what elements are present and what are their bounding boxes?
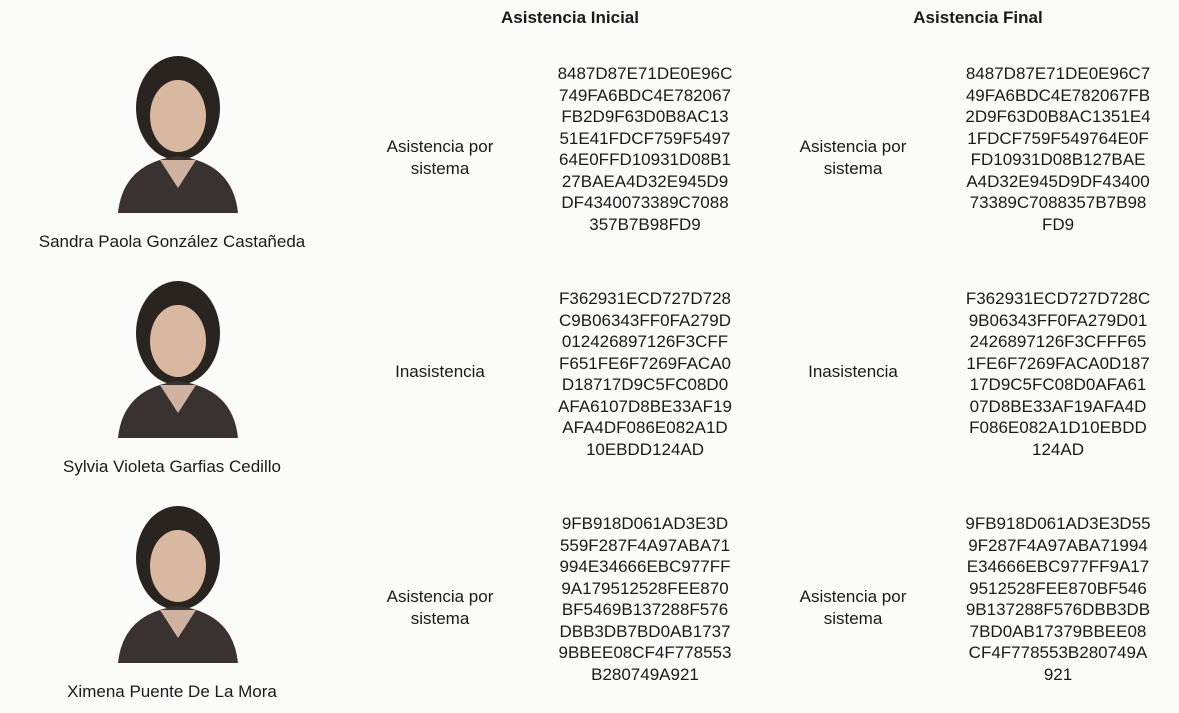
hash-line: FD9 [1041,214,1075,234]
hash-line: 9F287F4A97ABA71994 [968,535,1148,555]
header-initial: Asistencia Inicial [501,8,639,27]
hash-line: FD10931D08B127BAE [970,150,1146,169]
hash-line: 8487D87E71DE0E96C [557,64,733,83]
hash-line: 357B7B98FD9 [589,214,701,234]
hash-line: CF4F778553B280749A [968,643,1148,662]
hash-line: F362931ECD727D728C [965,289,1151,308]
hash-line: AFA6107D8BE33AF19 [558,396,732,416]
portrait [108,498,248,663]
hash-line: 9A179512528FEE870 [561,578,729,598]
hash-line: 9FB918D061AD3E3D [561,514,729,533]
hash-line: 9FB918D061AD3E3D55 [965,514,1151,533]
hash-line: 49FA6BDC4E782067FB [965,85,1151,105]
hash-line: 994E34666EBC977FF [559,557,731,576]
initial-status: Asistencia por sistema [386,587,494,628]
hash-line: 73389C7088357B7B98 [969,193,1147,212]
final-status: Asistencia por sistema [799,587,907,628]
hash-line: 749FA6BDC4E782067 [558,85,732,105]
hash-line: D18717D9C5FC08D0 [561,375,729,394]
portrait [108,273,248,438]
hash-line: E34666EBC977FF9A17 [966,557,1150,576]
hash-line: C9B06343FF0FA279D [559,310,731,330]
hash-line: 012426897126F3CFF [561,332,729,351]
final-status: Inasistencia [808,362,898,381]
hash-line: 1FDCF759F549764E0F [967,128,1149,148]
hash-line: DF4340073389C7088 [561,193,729,212]
hash-line: 9512528FEE870BF546 [969,578,1147,598]
hash-line: 64E0FFD10931D08B1 [558,150,731,169]
hash-line: 1FE6F7269FACA0D187 [966,353,1150,373]
hash-line: F362931ECD727D728 [558,289,731,308]
hash-line: B280749A921 [591,664,699,684]
hash-line: A4D32E945D9DF43400 [966,171,1150,191]
initial-status: Inasistencia [395,362,485,381]
hash-line: FB2D9F63D0B8AC13 [561,107,729,126]
hash-line: 9BBEE08CF4F778553 [558,643,732,662]
hash-line: 10EBDD124AD [585,439,705,459]
hash-line: 124AD [1032,439,1084,459]
hash-block: 9FB918D061AD3E3D55 9F287F4A97ABA71994 E346… [938,513,1178,685]
hash-line: 9B06343FF0FA279D01 [968,310,1148,330]
hash-block: 8487D87E71DE0E96C 749FA6BDC4E782067 FB2D9F… [525,63,765,235]
hash-line: 51E41FDCF759F5497 [559,128,731,148]
person-name: Sandra Paola González Castañeda [38,232,306,251]
hash-line: 921 [1043,664,1073,684]
hash-line: 07D8BE33AF19AFA4D [969,396,1147,416]
person-name: Ximena Puente De La Mora [67,682,277,701]
person-name: Sylvia Violeta Garfias Cedillo [63,457,281,476]
hash-line: 7BD0AB17379BBEE08 [969,621,1147,641]
hash-line: 8487D87E71DE0E96C7 [965,64,1151,83]
hash-block: 9FB918D061AD3E3D 559F287F4A97ABA71 994E346… [525,513,765,685]
hash-line: F651FE6F7269FACA0 [559,353,731,373]
portrait [108,48,248,213]
hash-line: 17D9C5FC08D0AFA61 [969,375,1147,394]
hash-block: 8487D87E71DE0E96C7 49FA6BDC4E782067FB 2D9F… [938,63,1178,235]
hash-line: 27BAEA4D32E945D9 [561,171,729,191]
final-status: Asistencia por sistema [799,137,907,178]
hash-line: DBB3DB7BD0AB1737 [559,621,731,641]
hash-block: F362931ECD727D728C 9B06343FF0FA279D01 2426… [938,288,1178,460]
hash-block: F362931ECD727D728 C9B06343FF0FA279D 012426… [525,288,765,460]
hash-line: 559F287F4A97ABA71 [559,535,731,555]
header-final: Asistencia Final [913,8,1043,27]
initial-status: Asistencia por sistema [386,137,494,178]
hash-line: AFA4DF086E082A1D [562,418,728,437]
hash-line: 2D9F63D0B8AC1351E4 [965,107,1151,126]
hash-line: 9B137288F576DBB3DB [965,600,1151,619]
hash-line: BF5469B137288F576 [561,600,729,619]
hash-line: 2426897126F3CFFF65 [969,332,1147,351]
hash-line: F086E082A1D10EBDD [969,418,1147,437]
